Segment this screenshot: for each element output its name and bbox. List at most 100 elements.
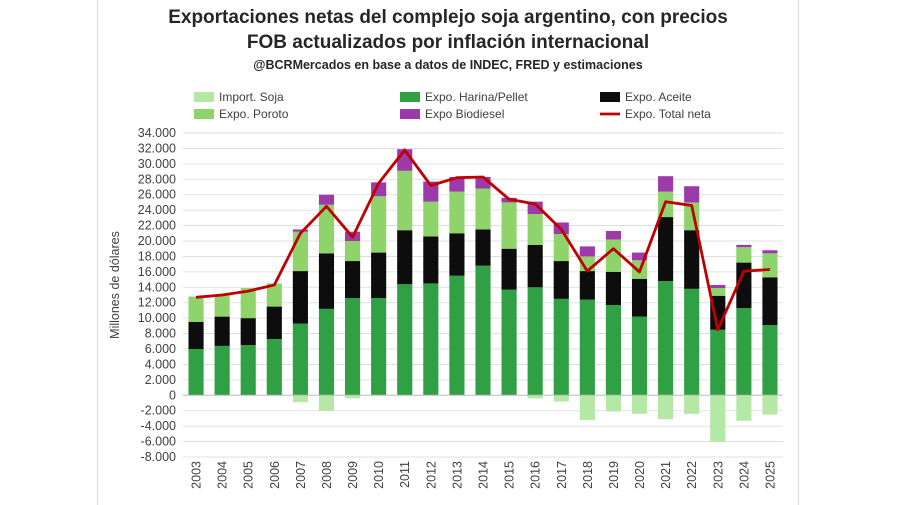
x-tick-label-2024: 2024 xyxy=(737,461,751,489)
bar-expo-aceite-2018 xyxy=(579,271,595,300)
legend-label-expo-total-neta: Expo. Total neta xyxy=(625,107,711,121)
chart-subtitle: @BCRMercados en base a datos de INDEC, F… xyxy=(253,58,643,72)
bar-expo-harina-pellet-2017 xyxy=(553,298,569,396)
legend-swatch-expo-poroto xyxy=(194,109,214,119)
bar-import-soja-2021 xyxy=(658,395,674,420)
x-tick-label-2015: 2015 xyxy=(503,461,517,489)
bar-expo-poroto-2024 xyxy=(736,247,752,263)
line-expo-total-neta xyxy=(195,148,771,332)
x-tick-label-2014: 2014 xyxy=(477,461,491,489)
y-tick-label: 16.000 xyxy=(138,265,176,279)
x-tick-label-2018: 2018 xyxy=(581,461,595,489)
x-tick-label-2003: 2003 xyxy=(190,461,204,489)
bar-expo-biodiesel-2007 xyxy=(292,229,308,232)
x-tick-label-2016: 2016 xyxy=(529,461,543,489)
bar-expo-harina-pellet-2024 xyxy=(736,308,752,396)
y-tick-label: -4.000 xyxy=(141,419,176,433)
bar-expo-harina-pellet-2023 xyxy=(710,329,726,396)
bar-expo-biodiesel-2025 xyxy=(762,250,778,254)
y-tick-label: -8.000 xyxy=(141,450,176,464)
bar-expo-harina-pellet-2003 xyxy=(188,349,204,396)
x-tick-label-2022: 2022 xyxy=(685,461,699,489)
bar-expo-biodiesel-2021 xyxy=(658,176,674,192)
bar-expo-harina-pellet-2012 xyxy=(423,283,439,396)
y-tick-label: 22.000 xyxy=(138,219,176,233)
bar-expo-poroto-2010 xyxy=(371,196,387,253)
x-tick-label-2023: 2023 xyxy=(711,461,725,489)
y-tick-label: 10.000 xyxy=(138,311,176,325)
y-tick-label: 0 xyxy=(169,388,176,402)
bar-expo-harina-pellet-2009 xyxy=(345,298,361,396)
legend-label-expo-harina-pellet: Expo. Harina/Pellet xyxy=(425,90,528,104)
y-tick-label: 18.000 xyxy=(138,249,176,263)
bar-expo-biodiesel-2020 xyxy=(631,252,648,261)
x-tick-label-2025: 2025 xyxy=(763,461,777,489)
bar-expo-poroto-2023 xyxy=(710,288,726,296)
y-tick-label: 12.000 xyxy=(138,296,176,310)
bar-expo-aceite-2009 xyxy=(345,261,361,299)
bar-expo-biodiesel-2024 xyxy=(736,244,752,248)
bar-expo-biodiesel-2019 xyxy=(605,230,621,240)
x-tick-label-2020: 2020 xyxy=(633,461,647,489)
y-tick-label: 32.000 xyxy=(138,141,176,155)
bar-expo-aceite-2012 xyxy=(423,236,439,284)
bar-expo-aceite-2020 xyxy=(631,278,648,317)
y-tick-label: -2.000 xyxy=(141,404,176,418)
bar-import-soja-2024 xyxy=(736,395,752,421)
bar-import-soja-2007 xyxy=(292,395,308,403)
bar-expo-biodiesel-2018 xyxy=(579,246,595,257)
y-axis: -8.000-6.000 -4.000-2.000 02.000 4.0006.000… xyxy=(138,126,176,464)
x-tick-label-2012: 2012 xyxy=(424,461,438,489)
chart-title-line-2: FOB actualizados por inflación internaci… xyxy=(246,32,650,53)
bar-expo-biodiesel-2014 xyxy=(475,176,491,189)
bar-expo-poroto-2013 xyxy=(449,191,465,234)
bar-expo-poroto-2007 xyxy=(292,231,308,272)
bar-expo-harina-pellet-2025 xyxy=(762,325,778,396)
bar-expo-aceite-2005 xyxy=(240,318,256,346)
legend-label-expo-aceite: Expo. Aceite xyxy=(625,90,692,104)
bar-import-soja-2009 xyxy=(345,395,361,399)
bar-expo-aceite-2004 xyxy=(214,316,230,346)
bar-expo-poroto-2016 xyxy=(527,214,543,245)
bar-expo-aceite-2008 xyxy=(318,253,335,309)
bar-expo-poroto-2012 xyxy=(423,201,439,237)
x-tick-label-2021: 2021 xyxy=(659,461,673,489)
bar-expo-poroto-2025 xyxy=(762,253,778,278)
bar-expo-aceite-2007 xyxy=(292,271,308,324)
bar-expo-aceite-2024 xyxy=(736,262,752,309)
x-tick-label-2011: 2011 xyxy=(398,461,412,488)
bar-expo-aceite-2013 xyxy=(449,233,465,276)
x-axis: 2003 2004 2005 2006 2007 2008 2009 2010 2011 2012… xyxy=(190,461,778,489)
bar-import-soja-2022 xyxy=(684,395,700,414)
bar-expo-poroto-2015 xyxy=(501,202,517,249)
chart-frame: Exportaciones netas del complejo soja ar… xyxy=(97,0,799,505)
bar-expo-aceite-2014 xyxy=(475,229,491,266)
y-tick-label: -6.000 xyxy=(141,435,176,449)
x-tick-label-2013: 2013 xyxy=(450,461,464,489)
bar-expo-biodiesel-2022 xyxy=(684,186,700,203)
bar-expo-harina-pellet-2007 xyxy=(292,323,308,396)
y-axis-label: Millones de dólares xyxy=(108,231,122,339)
x-tick-label-2017: 2017 xyxy=(555,461,569,489)
bar-expo-aceite-2011 xyxy=(397,230,413,285)
bar-expo-harina-pellet-2018 xyxy=(579,299,595,396)
bar-expo-poroto-2014 xyxy=(475,188,491,230)
y-tick-label: 30.000 xyxy=(138,157,176,171)
bar-import-soja-2016 xyxy=(527,395,543,399)
y-tick-label: 20.000 xyxy=(138,234,176,248)
bar-import-soja-2023 xyxy=(710,395,726,442)
legend-swatch-import-soja xyxy=(194,92,214,102)
legend-swatch-expo-harina-pellet xyxy=(400,92,420,102)
bar-expo-aceite-2021 xyxy=(658,217,674,282)
bar-expo-poroto-2006 xyxy=(266,283,282,307)
bar-expo-harina-pellet-2004 xyxy=(214,345,230,396)
bar-import-soja-2008 xyxy=(318,395,335,411)
bar-expo-harina-pellet-2015 xyxy=(501,289,517,396)
bar-expo-harina-pellet-2020 xyxy=(631,316,648,396)
legend-label-expo-poroto: Expo. Poroto xyxy=(219,107,289,121)
bar-import-soja-2020 xyxy=(631,395,648,414)
x-tick-label-2005: 2005 xyxy=(242,461,256,489)
bar-expo-aceite-2017 xyxy=(553,261,569,299)
bar-expo-biodiesel-2012 xyxy=(423,181,439,202)
bar-expo-biodiesel-2008 xyxy=(318,194,335,205)
